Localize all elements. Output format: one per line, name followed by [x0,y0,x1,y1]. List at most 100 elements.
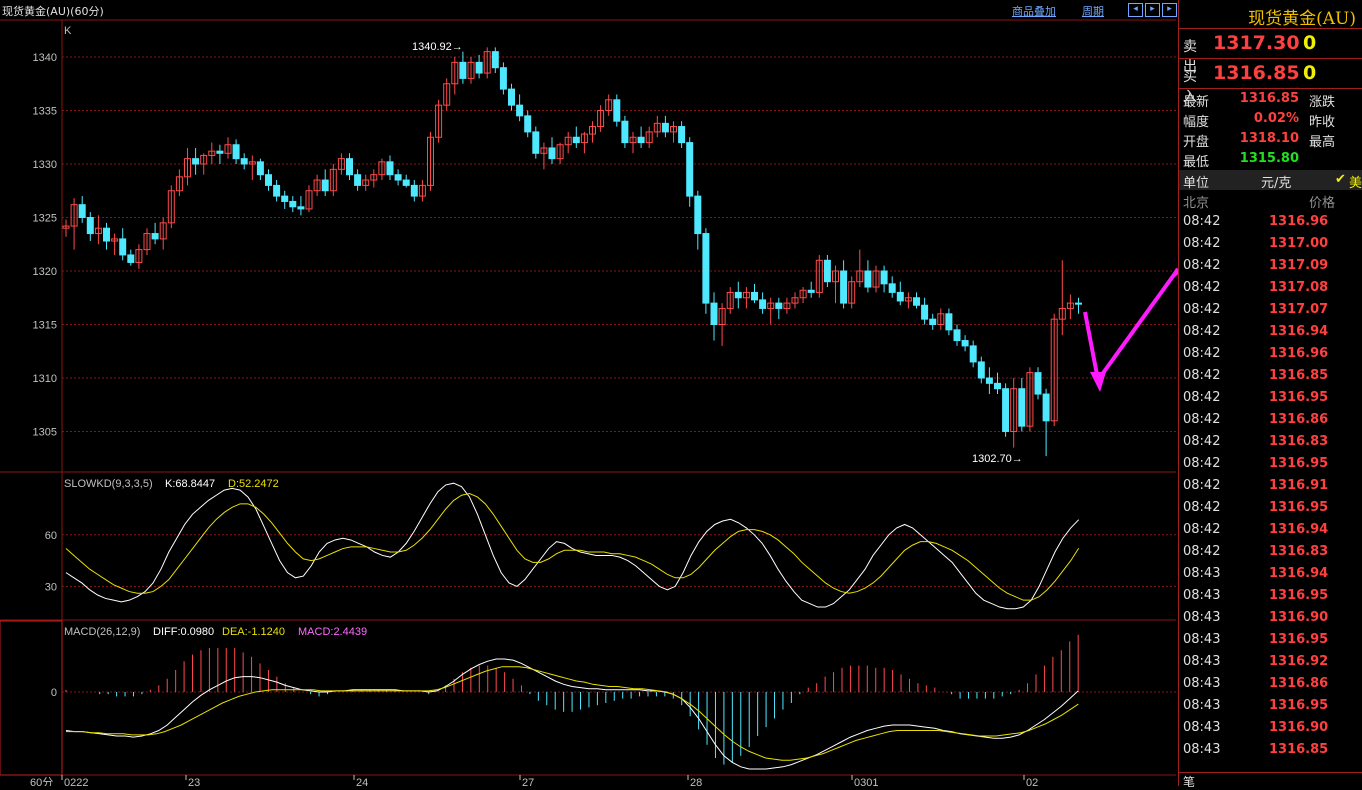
y-tick-label: 1340 [33,52,57,64]
candle-body [637,136,645,144]
candle-body [200,154,208,165]
stat-value: 1315.80 [1239,151,1299,166]
y-tick-label: 1325 [33,213,57,225]
tick-price: 1316.94 [1269,566,1329,581]
tick-row: 08:43 1316.86 [1179,676,1362,698]
tick-row: 08:43 1316.90 [1179,720,1362,742]
candle-body [580,133,588,144]
tick-price: 1316.96 [1269,346,1329,361]
candle-body [759,299,767,309]
stat-label-2: 涨跌 [1309,95,1336,110]
candle-body [208,150,216,156]
candle-body [362,179,370,186]
candle-body [192,158,200,165]
y-tick-label: 1330 [33,159,57,171]
candle-body [1066,302,1074,309]
tick-time: 08:42 [1183,522,1221,537]
tick-row: 08:43 1316.95 [1179,698,1362,720]
tick-header-time: 北京 [1183,196,1210,211]
tick-row: 08:42 1316.95 [1179,500,1362,522]
candle-body [111,238,119,242]
candle-body [823,259,831,283]
candle-body [726,291,734,309]
buy-price: 1316.85 [1213,62,1300,84]
nav-prev-icon[interactable]: ◂ [1128,3,1143,17]
candle-body [337,158,345,170]
candle-body [135,249,143,263]
macd-dea-value: DEA:-1.1240 [222,626,285,638]
tick-time: 08:42 [1183,434,1221,449]
currency-toggle[interactable]: 美 [1349,176,1362,191]
tick-time: 08:43 [1183,588,1221,603]
tick-price: 1316.85 [1269,368,1329,383]
tick-time: 08:42 [1183,302,1221,317]
candle-body [427,136,434,186]
divider [1179,88,1362,89]
y-tick-label: 1320 [33,266,57,278]
candle-body [143,233,151,251]
candle-body [953,329,961,342]
tick-row: 08:42 1316.94 [1179,324,1362,346]
macd-diff-value: DIFF:0.0980 [153,626,214,638]
tick-row: 08:43 1316.95 [1179,632,1362,654]
candle-body [443,83,451,106]
annotation-arrow-tip [1168,268,1178,282]
candle-body [913,297,920,306]
macd-diff-line [65,658,1079,770]
tick-price: 1316.92 [1269,654,1329,669]
candle-body [589,126,596,135]
candle-body [686,142,694,197]
chart-area[interactable]: 1340 1335 1330 1325 1320 1315 1310 1305 K 1340.92… [0,0,1178,786]
main-label: K [64,25,72,37]
unit-row: 单位 元/克 ✔ 美 [1179,170,1362,191]
candle-body [508,88,515,106]
tick-row: 08:42 1316.96 [1179,346,1362,368]
macd-value: MACD:2.4439 [298,626,367,638]
nav-expand-icon[interactable]: ▸ [1162,3,1177,17]
y-tick-label: 1335 [33,106,57,118]
period-link[interactable]: 周期 [1082,5,1104,18]
kd-name: SLOWKD(9,3,3,5) [64,478,153,490]
candle-body [256,161,264,176]
tick-time: 08:42 [1183,346,1221,361]
candle-body [694,195,702,235]
stat-value: 1316.85 [1239,91,1299,106]
candle-body [767,302,775,309]
tick-row: 08:42 1317.09 [1179,258,1362,280]
candle-body [751,291,758,301]
x-tick-label: 0222 [64,777,88,786]
tick-price: 1317.07 [1269,302,1329,317]
overlay-link[interactable]: 商品叠加 [1012,5,1056,18]
candle-body [1002,388,1010,433]
tick-time: 08:42 [1183,456,1221,471]
candle-body [702,233,710,304]
candle-body [159,222,167,240]
tick-row: 08:43 1316.90 [1179,610,1362,632]
tick-time: 08:43 [1183,698,1221,713]
candle-body [1058,307,1066,320]
chart-svg[interactable]: 1340 1335 1330 1325 1320 1315 1310 1305 K 1340.92… [0,0,1178,786]
tick-row: 08:42 1316.86 [1179,412,1362,434]
tick-row: 08:42 1317.07 [1179,302,1362,324]
tick-row: 08:42 1316.95 [1179,390,1362,412]
macd-tick-label: 0 [51,687,57,699]
check-icon[interactable]: ✔ [1335,172,1346,187]
tick-time: 08:43 [1183,566,1221,581]
tick-time: 08:42 [1183,390,1221,405]
candle-body [86,217,94,235]
candle-body [961,340,969,347]
tick-time: 08:43 [1183,610,1221,625]
candle-body [94,227,102,235]
candle-body [783,302,791,309]
buy-volume: 0 [1303,62,1317,84]
tick-row: 08:42 1317.00 [1179,236,1362,258]
candle-body [864,270,872,288]
nav-next-icon[interactable]: ▸ [1145,3,1160,17]
candle-body [1010,388,1018,433]
stat-row: 最新 1316.85 涨跌 [1183,91,1362,111]
tab-ticks[interactable]: 笔 [1183,775,1196,789]
sell-label: 卖出 [1183,39,1197,75]
candle-body [386,161,394,176]
candle-body [475,61,483,74]
kd-tick-label: 30 [45,581,57,593]
